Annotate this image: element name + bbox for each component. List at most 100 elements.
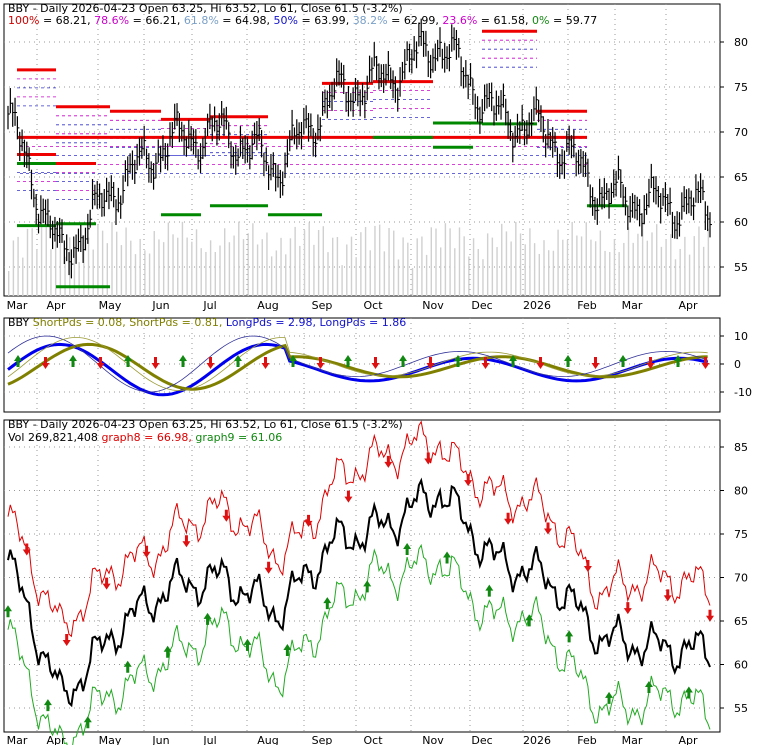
up-arrow-icon (684, 686, 693, 699)
volume-bar (515, 221, 517, 296)
down-arrow-icon (261, 357, 270, 369)
volume-bar (200, 248, 202, 296)
up-arrow-icon (124, 355, 132, 367)
volume-bar (665, 239, 667, 296)
stop-y-tick-label: 55 (734, 702, 748, 715)
volume-bar (444, 223, 447, 296)
down-arrow-icon (142, 545, 151, 558)
stop-lines (7, 420, 711, 745)
volume-bar (660, 246, 663, 296)
x-axis-label: Nov (422, 299, 444, 312)
volume-bar (303, 230, 306, 296)
fib-legend-eq: = (549, 14, 565, 27)
volume-bar (12, 240, 15, 296)
x-axis-label: Feb (577, 734, 596, 745)
up-arrow-icon (83, 716, 92, 729)
volume-bar (477, 249, 479, 296)
volume-bar (280, 237, 282, 296)
fib-legend-value: 64.98 (235, 14, 267, 27)
x-axis-label: Mar (7, 299, 28, 312)
volume-bar (214, 251, 217, 296)
x-axis-label: Jun (151, 734, 169, 745)
price-y-tick-label: 75 (734, 81, 748, 94)
volume-bar (374, 225, 376, 296)
volume-bar (26, 228, 29, 296)
volume-bar (670, 234, 672, 296)
volume-bar (519, 233, 522, 296)
stop-panel-frame (3, 419, 721, 733)
oscillator-arrows (14, 355, 710, 369)
up-arrow-icon (123, 660, 132, 673)
up-arrow-icon (14, 355, 22, 367)
x-axis-label: Apr (678, 299, 698, 312)
volume-bar (552, 250, 555, 296)
volume-bar (543, 240, 545, 296)
volume-bar (87, 237, 90, 296)
fib-legend-sep: , (177, 14, 184, 27)
volume-bar (458, 227, 461, 296)
volume-bar (364, 227, 367, 296)
volume-bar (299, 245, 301, 296)
x-axis-label: Sep (312, 734, 333, 745)
oscillator-y-axis: 10 0 -10 (720, 330, 752, 399)
down-arrow-icon (583, 560, 592, 573)
oscillator-thin-line (7, 337, 708, 391)
up-arrow-icon (234, 355, 242, 367)
volume-bar (162, 242, 165, 296)
volume-bar (454, 248, 456, 296)
volume-bar (562, 239, 564, 296)
down-arrow-icon (102, 577, 111, 590)
oscillator-thin-line (7, 335, 708, 393)
down-arrow-icon (316, 357, 325, 369)
volume-bar (130, 240, 132, 296)
volume-bar (707, 228, 710, 296)
volume-bar (557, 229, 559, 296)
oscillator-panel-frame (3, 317, 721, 413)
volume-bar (111, 222, 113, 296)
up-arrow-icon (443, 551, 452, 564)
down-arrow-icon (96, 357, 105, 369)
volume-bar (322, 226, 325, 296)
up-arrow-icon (454, 355, 462, 367)
up-arrow-icon (43, 699, 52, 712)
up-arrow-icon (323, 597, 332, 610)
fib-legend-label: 50% (274, 14, 298, 27)
up-arrow-icon (243, 638, 252, 651)
volume-bar (656, 224, 658, 296)
up-arrow-icon (525, 614, 534, 627)
price-y-tick-label: 65 (734, 171, 748, 184)
volume-bar (261, 239, 263, 296)
fib-legend-sep: , (435, 14, 442, 27)
volume-bar (355, 257, 357, 296)
volume-bar (228, 242, 231, 296)
volume-bar (440, 247, 442, 296)
stop-y-axis: 85 80 75 70 65 60 55 (720, 441, 748, 715)
stop-legend-graph9: graph9 = 61.06 (195, 431, 282, 444)
volume-bar (505, 231, 508, 296)
volume-bar (167, 222, 170, 296)
oscillator-y-tick-label: -10 (734, 386, 752, 399)
oscillator-legend-item: LongPds = 1.86 (320, 316, 407, 329)
price-y-tick-label: 60 (734, 216, 748, 229)
fib-legend-value: 61.58 (494, 14, 526, 27)
volume-bar (134, 254, 137, 296)
down-arrow-icon (504, 512, 513, 525)
volume-bar (538, 253, 541, 296)
price-y-tick-label: 80 (734, 36, 748, 49)
volume-bar (472, 238, 475, 296)
volume-bar (148, 253, 151, 296)
volume-bar (435, 228, 437, 296)
volume-bar (31, 228, 33, 296)
down-arrow-icon (706, 609, 714, 622)
volume-bar (702, 246, 705, 296)
volume-bar (252, 223, 254, 296)
down-arrow-icon (222, 509, 231, 522)
fib-legend-value: 59.77 (566, 14, 598, 27)
volume-bar (144, 250, 146, 296)
oscillator-legend-item: ShortPds = 0.81, (129, 316, 222, 329)
volume-bar (350, 236, 353, 296)
fib-legend-sep: , (525, 14, 532, 27)
x-axis-label: Oct (363, 734, 383, 745)
volume-bar (8, 271, 10, 296)
volume-bar (238, 221, 240, 296)
